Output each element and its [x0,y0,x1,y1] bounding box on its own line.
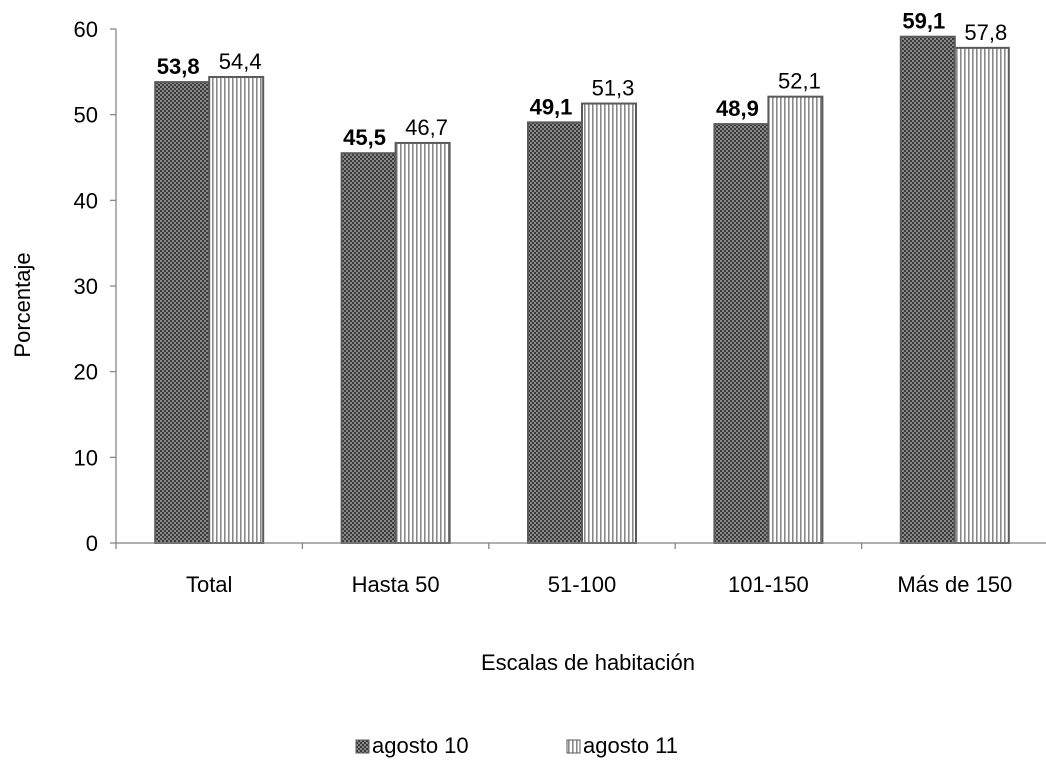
x-tick-label: Hasta 50 [352,572,440,597]
bar-agosto-11-1 [394,141,451,544]
legend-swatch [355,739,370,754]
data-label: 51,3 [592,76,635,101]
data-label: 45,5 [343,125,386,150]
data-label: 59,1 [902,9,945,34]
legend-swatch [566,739,581,754]
x-tick-label: 51-100 [548,572,617,597]
y-axis-label: Porcentaje [10,252,35,357]
data-label: 52,1 [778,69,821,94]
bar-agosto-10-1 [340,152,397,544]
y-tick-label: 30 [74,274,98,299]
data-label: 49,1 [530,94,573,119]
axes-group: 0 10 20 30 40 50 60 Total Hasta 50 51-100 101-150 M… [74,17,1046,597]
legend-label: agosto 10 [372,733,469,758]
bar-agosto-10-0 [154,81,211,544]
y-tick-label: 0 [86,531,98,556]
bar-agosto-10-4 [899,35,956,545]
data-label: 48,9 [716,96,759,121]
x-tick-label: Total [186,572,232,597]
x-axis-label: Escalas de habitación [481,650,695,675]
bar-agosto-10-3 [713,123,770,544]
bar-agosto-11-4 [953,46,1010,544]
bar-agosto-11-0 [208,75,265,545]
y-tick-label: 40 [74,188,98,213]
x-tick-label: Más de 150 [897,572,1012,597]
bars-group: 53,8 45,5 49,1 48,9 59,1 54,4 46,7 51,3 52,1 57,8 [154,9,1010,545]
y-tick-label: 60 [74,17,98,42]
data-label: 57,8 [964,20,1007,45]
y-tick-label: 10 [74,445,98,470]
bar-agosto-11-2 [581,102,637,544]
data-label: 46,7 [405,115,448,140]
x-tick-label: 101-150 [728,572,809,597]
legend: agosto 10 agosto 11 [355,733,678,758]
bar-agosto-11-3 [767,95,824,544]
bar-agosto-10-2 [527,121,583,544]
y-tick-label: 20 [74,360,98,385]
y-tick-label: 50 [74,103,98,128]
data-label: 53,8 [157,54,200,79]
legend-label: agosto 11 [583,733,678,758]
data-label: 54,4 [219,49,262,74]
